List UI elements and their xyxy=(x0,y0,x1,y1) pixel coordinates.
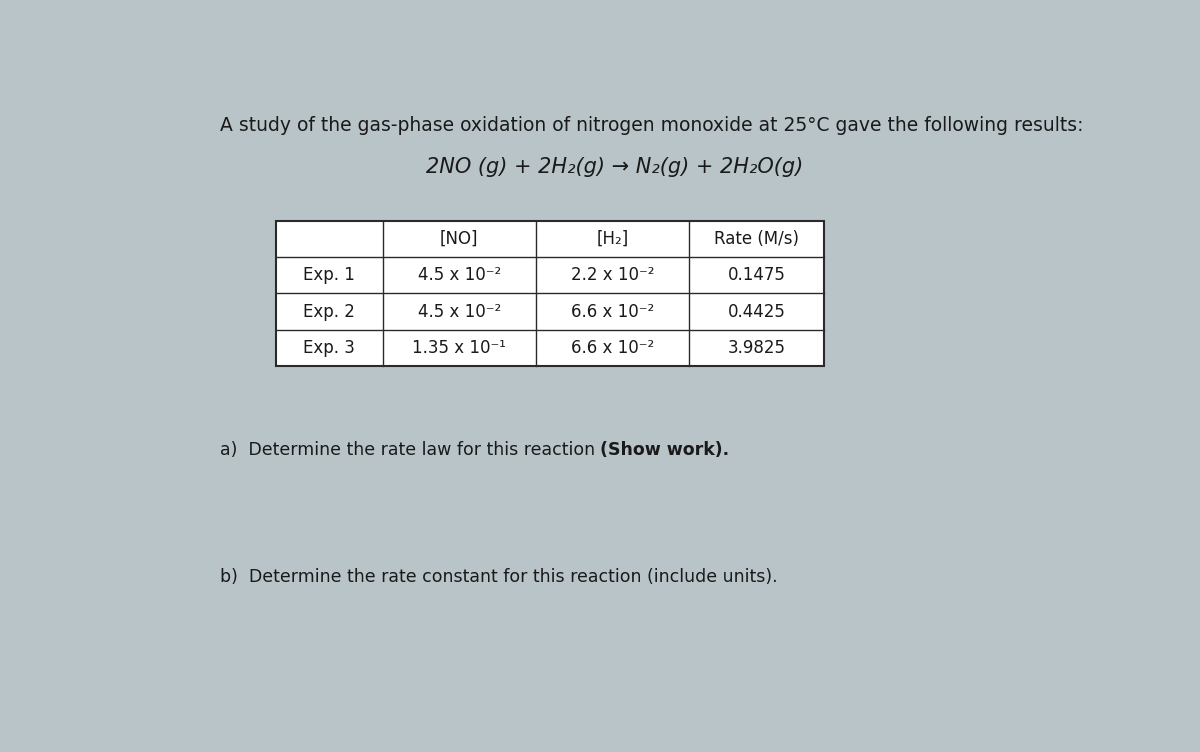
Text: 0.1475: 0.1475 xyxy=(728,266,786,284)
Text: Exp. 2: Exp. 2 xyxy=(304,303,355,320)
Text: 6.6 x 10⁻²: 6.6 x 10⁻² xyxy=(571,339,654,357)
Text: Rate (M/s): Rate (M/s) xyxy=(714,230,799,247)
Text: a)  Determine the rate law for this reaction: a) Determine the rate law for this react… xyxy=(220,441,600,459)
Text: [NO]: [NO] xyxy=(440,230,479,247)
Text: 3.9825: 3.9825 xyxy=(728,339,786,357)
Bar xyxy=(276,220,824,366)
Text: 2NO (g) + 2H₂(g) → N₂(g) + 2H₂O(g): 2NO (g) + 2H₂(g) → N₂(g) + 2H₂O(g) xyxy=(426,157,804,177)
Text: 0.4425: 0.4425 xyxy=(728,303,786,320)
Text: b)  Determine the rate constant for this reaction (include units).: b) Determine the rate constant for this … xyxy=(220,568,778,586)
Text: 4.5 x 10⁻²: 4.5 x 10⁻² xyxy=(418,266,500,284)
Text: 6.6 x 10⁻²: 6.6 x 10⁻² xyxy=(571,303,654,320)
Text: (Show work).: (Show work). xyxy=(600,441,730,459)
Text: Exp. 3: Exp. 3 xyxy=(304,339,355,357)
Text: 1.35 x 10⁻¹: 1.35 x 10⁻¹ xyxy=(413,339,506,357)
Text: A study of the gas-phase oxidation of nitrogen monoxide at 25°C gave the followi: A study of the gas-phase oxidation of ni… xyxy=(220,117,1084,135)
Text: 4.5 x 10⁻²: 4.5 x 10⁻² xyxy=(418,303,500,320)
Text: Exp. 1: Exp. 1 xyxy=(304,266,355,284)
Text: 2.2 x 10⁻²: 2.2 x 10⁻² xyxy=(571,266,654,284)
Text: [H₂]: [H₂] xyxy=(596,230,629,247)
